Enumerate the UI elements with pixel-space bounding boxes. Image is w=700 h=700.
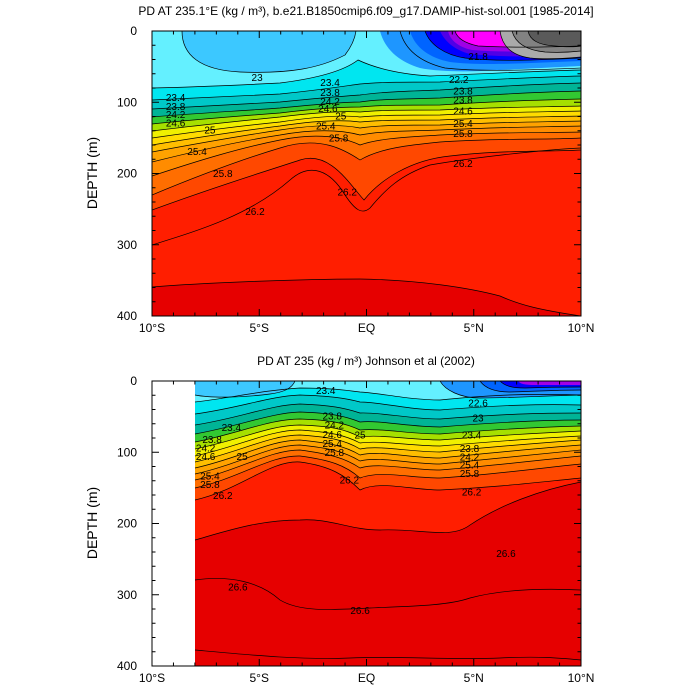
contour-label: 21.8 — [468, 52, 488, 63]
contour-label: 25.4 — [316, 121, 336, 132]
x-tick-label: 10°N — [568, 321, 595, 335]
contour-label: 25.8 — [200, 480, 220, 491]
panel-2-ylabel: DEPTH (m) — [84, 487, 100, 559]
contour-label: 23.4 — [222, 423, 242, 434]
contour-label: 25.8 — [453, 129, 473, 140]
panel-2-isolines — [194, 381, 581, 661]
contour-label: 26.6 — [496, 549, 516, 560]
contour-label: 26.2 — [340, 476, 360, 487]
y-tick-label: 200 — [117, 167, 137, 181]
contour-label: 22.6 — [468, 399, 488, 410]
contour-label: 24.6 — [166, 118, 186, 129]
contour-label: 25.4 — [187, 147, 207, 158]
contour-label: 24.6 — [196, 452, 216, 463]
panel-model: PD AT 235.1°E (kg / m³), b.e21.B1850cmip… — [84, 4, 594, 335]
contour-label: 23.8 — [460, 444, 480, 455]
x-tick-label: 5°S — [250, 671, 269, 685]
y-tick-label: 100 — [117, 95, 137, 109]
contour-label: 23.4 — [316, 386, 336, 397]
panel-1-contour-labels: 23 23.423.423.824.224.62525.425.826.223.8… — [166, 52, 488, 218]
contour-label: 22.2 — [449, 75, 469, 86]
y-tick-label: 400 — [117, 309, 137, 323]
contour-label: 25.4 — [322, 439, 342, 450]
contour-label: 23.4 — [320, 78, 340, 89]
panel-1-ylabel: DEPTH (m) — [84, 137, 100, 209]
contour-label: 24.2 — [196, 443, 216, 454]
contour-label: 24.6 — [453, 106, 473, 117]
contour-label: 24.2 — [325, 421, 345, 432]
contour-label: 26.6 — [350, 606, 370, 617]
contour-label: 25.4 — [200, 471, 220, 482]
contour-label: 25.8 — [213, 169, 233, 180]
panel-2-axes: 10°S 5°S EQ 5°N 10°N 0 100 200 300 400 — [117, 374, 594, 685]
contour-label: 23.8 — [322, 411, 342, 422]
contour-label: 25.4 — [460, 461, 480, 472]
contour-label: 23.8 — [166, 102, 186, 113]
panel-1-axes: 10°S 5°S EQ 5°N 10°N 0 100 200 300 400 — [117, 24, 594, 335]
panel-2-density-fill — [152, 381, 581, 666]
y-tick-label: 0 — [130, 374, 137, 388]
contour-label: 25.4 — [453, 119, 473, 130]
y-tick-label: 300 — [117, 588, 137, 602]
contour-label: 26.2 — [462, 488, 482, 499]
panel-1-isolines — [152, 31, 581, 316]
contour-label: 23 — [472, 414, 484, 425]
contour-label: 23.8 — [202, 435, 222, 446]
contour-label: 23 — [252, 73, 264, 84]
contour-label: 23.8 — [320, 88, 340, 99]
contour-label: 26.6 — [228, 582, 248, 593]
contour-label: 23.4 — [462, 431, 482, 442]
contour-label: 25.8 — [329, 133, 349, 144]
panel-2-title: PD AT 235 (kg / m³) Johnson et al (2002) — [257, 354, 475, 368]
x-tick-label: EQ — [358, 671, 375, 685]
x-tick-label: 5°N — [464, 671, 484, 685]
contour-label: 26.2 — [337, 188, 357, 199]
contour-label: 26.2 — [453, 159, 473, 170]
x-tick-label: 5°N — [464, 321, 484, 335]
x-tick-label: 10°S — [139, 321, 165, 335]
contour-label: 25 — [355, 431, 367, 442]
contour-label: 24.2 — [166, 110, 186, 121]
contour-label: 26.2 — [213, 491, 233, 502]
x-tick-label: 10°N — [568, 671, 595, 685]
contour-label: 25.8 — [325, 448, 345, 459]
contour-label: 25 — [237, 452, 249, 463]
contour-label: 24.6 — [318, 104, 338, 115]
y-tick-label: 300 — [117, 238, 137, 252]
y-tick-label: 400 — [117, 659, 137, 673]
contour-label: 25 — [204, 126, 216, 137]
contour-label: 24.2 — [460, 453, 480, 464]
contour-label: 24.2 — [320, 97, 340, 108]
panel-observations: PD AT 235 (kg / m³) Johnson et al (2002) — [84, 354, 594, 685]
panel-1-density-fill — [152, 31, 581, 316]
x-tick-label: EQ — [358, 321, 375, 335]
contour-label: 26.2 — [245, 207, 265, 218]
contour-label: 25 — [335, 111, 347, 122]
contour-label: 23.8 — [453, 86, 473, 97]
x-tick-label: 5°S — [250, 321, 269, 335]
contour-label: 23.4 — [166, 93, 186, 104]
contour-label: 23.8 — [453, 96, 473, 107]
y-tick-label: 0 — [130, 24, 137, 38]
contour-label: 24.6 — [322, 430, 342, 441]
y-tick-label: 100 — [117, 445, 137, 459]
contour-label: 25.8 — [460, 469, 480, 480]
panel-1-title: PD AT 235.1°E (kg / m³), b.e21.B1850cmip… — [138, 4, 593, 18]
x-tick-label: 10°S — [139, 671, 165, 685]
y-tick-label: 200 — [117, 517, 137, 531]
